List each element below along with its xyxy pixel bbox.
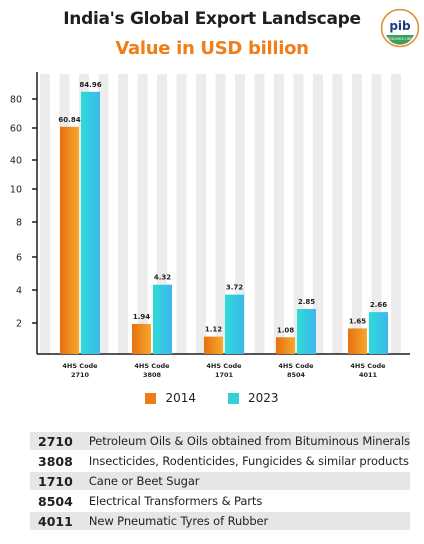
y-tick-label: 6 xyxy=(16,253,22,264)
grid-stripe xyxy=(137,74,148,354)
bar-2023 xyxy=(297,308,316,354)
legend-item-2014: 2014 xyxy=(145,391,196,405)
legend-item-2023: 2023 xyxy=(228,391,279,405)
data-label-2023: 2.85 xyxy=(298,298,315,306)
chart-title: India's Global Export Landscape xyxy=(63,9,361,29)
table-row: 8504 Electrical Transformers & Parts xyxy=(30,492,410,510)
chart-legend: 2014 2023 xyxy=(0,391,424,405)
table-row: 4011 New Pneumatic Tyres of Rubber xyxy=(30,512,410,530)
grid-stripe xyxy=(176,74,187,354)
hs-description: New Pneumatic Tyres of Rubber xyxy=(82,512,410,530)
hs-description: Petroleum Oils & Oils obtained from Bitu… xyxy=(82,432,410,450)
data-label-2014: 1.94 xyxy=(133,313,150,321)
data-label-2014: 60.84 xyxy=(58,116,80,124)
y-tick-label: 40 xyxy=(10,156,22,167)
hs-code: 3808 xyxy=(38,453,73,469)
legend-label-2023: 2023 xyxy=(248,391,279,405)
bar-2023 xyxy=(153,284,172,354)
y-tick-label: 2 xyxy=(16,319,22,330)
y-tick-label: 4 xyxy=(16,286,22,297)
grid-stripe xyxy=(235,74,245,354)
x-tick-label: 3808 xyxy=(143,371,162,379)
hs-description: Electrical Transformers & Parts xyxy=(88,494,263,508)
bar-2014 xyxy=(348,328,367,354)
bar-2014 xyxy=(60,126,79,354)
hs-description: Cane or Beet Sugar xyxy=(82,472,410,490)
x-tick-label: 4011 xyxy=(359,371,378,379)
legend-label-2014: 2014 xyxy=(165,391,196,405)
table-row: 2710 Petroleum Oils & Oils obtained from… xyxy=(30,432,410,450)
data-label-2014: 1.12 xyxy=(205,326,222,334)
grid-stripe xyxy=(118,74,128,354)
hs-code: 4011 xyxy=(30,512,83,530)
grid-stripe xyxy=(215,74,226,354)
bar-2014 xyxy=(276,337,295,354)
hs-code: 8504 xyxy=(38,493,73,509)
y-tick-label: 60 xyxy=(10,124,22,135)
grid-stripe xyxy=(352,74,362,354)
y-tick-label: 8 xyxy=(16,218,22,229)
data-label-2023: 84.96 xyxy=(79,81,101,89)
chart-subtitle: Value in USD billion xyxy=(115,38,309,59)
table-row: 1710 Cane or Beet Sugar xyxy=(30,472,410,490)
x-tick-label: 4HS Code xyxy=(206,362,242,370)
hs-code: 1710 xyxy=(30,472,83,490)
data-label-2023: 2.66 xyxy=(370,301,387,309)
legend-swatch-2023 xyxy=(228,392,239,404)
bar-2023 xyxy=(369,312,388,354)
y-tick-label: 80 xyxy=(10,95,22,106)
x-tick-label: 2710 xyxy=(71,371,90,379)
x-tick-label: 1701 xyxy=(215,371,234,379)
x-tick-label: 4HS Code xyxy=(134,362,170,370)
grid-stripe xyxy=(98,74,109,354)
grid-stripe xyxy=(293,74,304,354)
logo-text: pib xyxy=(389,19,411,33)
bar-2023 xyxy=(225,294,244,354)
grid-stripe xyxy=(196,74,206,354)
grid-stripe xyxy=(313,74,323,354)
data-label-2014: 1.08 xyxy=(277,326,294,334)
grid-stripe xyxy=(371,74,382,354)
x-tick-label: 4HS Code xyxy=(350,362,386,370)
x-tick-label: 8504 xyxy=(287,371,306,379)
data-label-2023: 3.72 xyxy=(226,284,243,292)
y-tick-label: 10 xyxy=(10,185,22,196)
data-label-2014: 1.65 xyxy=(349,317,366,325)
grid-stripe xyxy=(332,74,343,354)
data-label-2023: 4.32 xyxy=(154,274,171,282)
x-tick-label: 4HS Code xyxy=(62,362,98,370)
hs-code-table: 2710 Petroleum Oils & Oils obtained from… xyxy=(30,430,410,532)
logo-subtext: RESEARCH UNIT xyxy=(387,37,413,41)
bar-2014 xyxy=(204,336,223,354)
legend-swatch-2014 xyxy=(145,392,157,404)
hs-description: Insecticides, Rodenticides, Fungicides &… xyxy=(88,454,409,468)
pib-logo: pib RESEARCH UNIT xyxy=(380,8,420,48)
table-row: 3808 Insecticides, Rodenticides, Fungici… xyxy=(30,452,410,470)
x-tick-label: 4HS Code xyxy=(278,362,314,370)
grid-stripe xyxy=(274,74,284,354)
grid-stripe xyxy=(254,74,265,354)
hs-code: 2710 xyxy=(30,432,83,450)
grid-stripe xyxy=(157,74,167,354)
bar-2014 xyxy=(132,323,151,354)
grid-stripe xyxy=(40,74,50,354)
bar-2023 xyxy=(81,91,100,355)
grid-stripe xyxy=(391,74,401,354)
